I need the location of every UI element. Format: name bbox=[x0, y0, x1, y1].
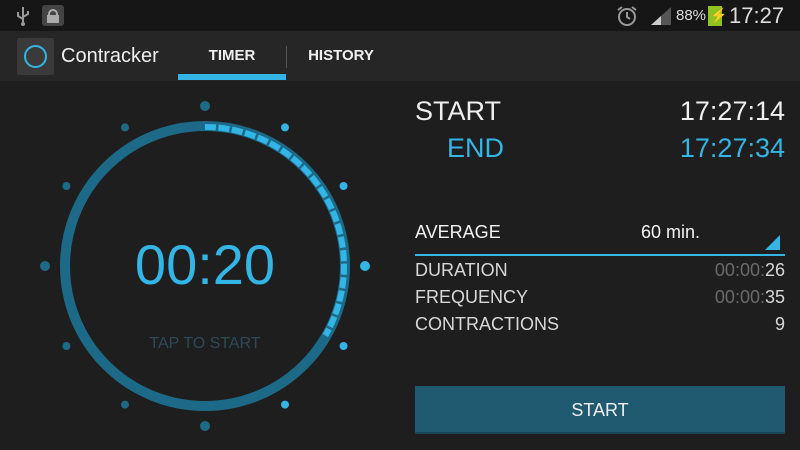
average-label: AVERAGE bbox=[415, 222, 501, 242]
dial-progress-arc bbox=[204, 124, 347, 337]
tab-indicator bbox=[178, 74, 286, 80]
dial-tick-dot bbox=[62, 182, 71, 190]
timer-dial[interactable] bbox=[0, 81, 410, 450]
stat-value: 26 bbox=[764, 260, 785, 280]
stat-dim-prefix: 00:00: bbox=[714, 260, 765, 280]
dial-tick-dot bbox=[40, 261, 50, 271]
average-spinner[interactable]: AVERAGE 60 min. bbox=[415, 222, 785, 256]
stat-label: FREQUENCY bbox=[415, 287, 529, 307]
tap-to-start-hint[interactable]: TAP TO START bbox=[149, 335, 261, 352]
start-value: 17:27:14 bbox=[679, 96, 785, 126]
start-button[interactable]: START bbox=[415, 386, 785, 434]
stat-frequency: FREQUENCY 00:00:35 bbox=[415, 287, 785, 308]
status-bar: 88% ⚡ 17:27 bbox=[0, 0, 800, 31]
start-label: START bbox=[415, 96, 502, 126]
dial-tick-dot bbox=[121, 123, 129, 132]
end-label: END bbox=[447, 133, 505, 163]
dial-tick-dot bbox=[360, 261, 370, 271]
stat-contractions: CONTRACTIONS 9 bbox=[415, 314, 785, 335]
alarm-icon bbox=[617, 6, 637, 26]
start-time-row: START 17:27:14 bbox=[415, 96, 785, 127]
dial-tick-dot bbox=[281, 400, 289, 409]
status-time: 17:27 bbox=[729, 3, 785, 28]
stat-dim-prefix: 00:00: bbox=[714, 287, 765, 307]
tab-divider bbox=[286, 46, 287, 68]
average-value: 60 min. bbox=[641, 222, 701, 242]
dial-tick-dot bbox=[339, 342, 348, 350]
dial-tick-dot bbox=[121, 400, 129, 409]
action-bar bbox=[0, 31, 800, 81]
end-time-row: END 17:27:34 bbox=[415, 133, 785, 164]
tab-history-label: HISTORY bbox=[308, 47, 374, 64]
start-button-label: START bbox=[571, 400, 629, 420]
dropdown-triangle-icon bbox=[765, 235, 780, 250]
app-title: Contracker bbox=[61, 45, 159, 67]
dial-tick-dot bbox=[200, 421, 210, 431]
battery-charging-icon: ⚡ bbox=[708, 6, 727, 26]
stat-value: 9 bbox=[774, 314, 785, 334]
stat-label: CONTRACTIONS bbox=[415, 314, 559, 334]
tab-history[interactable]: HISTORY bbox=[290, 31, 392, 81]
tab-timer-label: TIMER bbox=[208, 47, 256, 64]
stat-duration: DURATION 00:00:26 bbox=[415, 260, 785, 281]
dial-tick-dot bbox=[62, 342, 71, 350]
timer-display: 00:20 bbox=[134, 233, 276, 296]
stat-value: 35 bbox=[764, 287, 785, 307]
app-logo-icon[interactable] bbox=[17, 38, 54, 75]
signal-icon bbox=[651, 7, 671, 25]
dial-tick-dot bbox=[281, 123, 289, 132]
stat-label: DURATION bbox=[415, 260, 508, 280]
end-value: 17:27:34 bbox=[679, 133, 785, 163]
usb-icon bbox=[17, 7, 29, 26]
battery-percent: 88% bbox=[676, 7, 707, 24]
dial-tick-dot bbox=[200, 101, 210, 111]
lock-icon bbox=[42, 5, 64, 26]
tab-timer[interactable]: TIMER bbox=[178, 31, 286, 81]
dial-tick-dot bbox=[339, 182, 348, 190]
